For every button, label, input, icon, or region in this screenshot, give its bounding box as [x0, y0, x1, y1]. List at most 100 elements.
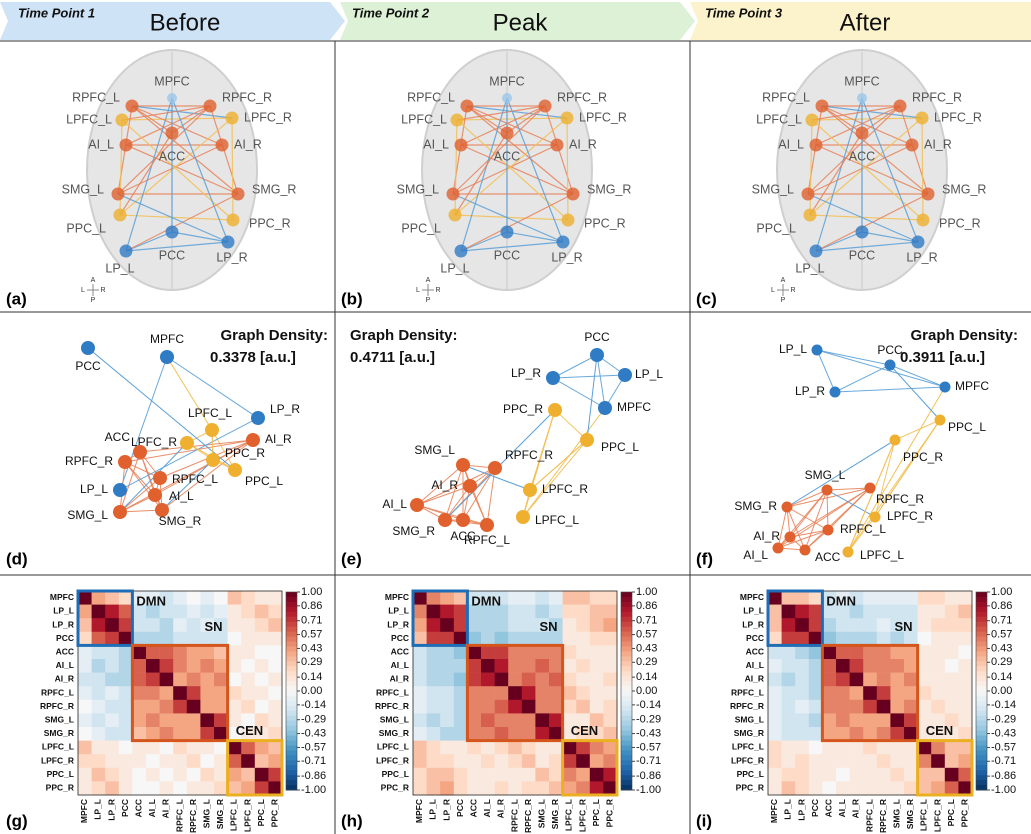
- colorbar-segment: [621, 765, 632, 770]
- heatmap-cell: [795, 659, 809, 673]
- heatmap-cell: [549, 700, 563, 714]
- heatmap-cell: [576, 700, 590, 714]
- heatmap-cell: [427, 605, 441, 619]
- heatmap-cell: [78, 700, 92, 714]
- colorbar-segment: [621, 627, 632, 632]
- region-label: AI_R: [569, 137, 597, 151]
- node-label: ACC: [815, 550, 841, 564]
- heatmap-cell: [877, 754, 891, 768]
- region-label: RPFC_R: [912, 90, 962, 104]
- colorbar-tick-label: -0.43: [301, 727, 326, 739]
- network-panel: MPFCRPFC_LRPFC_RLPFC_LLPFC_RAI_LAI_RACCS…: [6, 327, 328, 569]
- column-label: LP_L: [783, 799, 793, 820]
- network-node: [785, 532, 796, 543]
- heatmap-cell: [187, 659, 201, 673]
- heatmap-cell: [495, 713, 509, 727]
- panel-label: (d): [6, 549, 28, 568]
- colorbar-segment: [976, 716, 987, 721]
- heatmap-cell: [850, 727, 864, 741]
- region-label: PPC_L: [401, 221, 441, 235]
- region-label: SMG_R: [942, 182, 986, 196]
- colorbar-segment: [976, 775, 987, 780]
- colorbar-tick-label: 0.71: [636, 615, 657, 627]
- colorbar-tick-label: 1.00: [301, 586, 322, 598]
- heatmap-cell: [931, 686, 945, 700]
- heatmap-cell: [822, 768, 836, 782]
- heatmap-cell: [187, 673, 201, 687]
- region-label: RPFC_L: [762, 90, 810, 104]
- network-edge: [827, 490, 875, 517]
- heatmap-cell: [146, 781, 160, 795]
- colorbar-segment: [621, 745, 632, 750]
- heatmap-cell: [850, 768, 864, 782]
- node-label: RPFC_R: [65, 454, 113, 468]
- node-label: AI_L: [382, 497, 407, 511]
- heatmap-cell: [549, 741, 563, 755]
- heatmap-cell: [481, 768, 495, 782]
- heatmap-cell: [173, 754, 187, 768]
- heatmap-cell: [440, 673, 454, 687]
- heatmap-cell: [535, 754, 549, 768]
- column-label: PPC_R: [604, 799, 614, 827]
- heatmap-cell: [890, 605, 904, 619]
- colorbar-segment: [286, 736, 297, 741]
- heatmap-cell: [836, 700, 850, 714]
- node-label: PCC: [584, 330, 610, 344]
- heatmap-cell: [187, 632, 201, 646]
- column-label: RPFC_R: [523, 799, 533, 833]
- network-node: [516, 510, 530, 524]
- panel-label: (h): [341, 811, 363, 830]
- region-label: MPFC: [154, 74, 189, 88]
- heatmap-cell: [228, 591, 242, 605]
- colorbar-tick-label: 0.57: [636, 628, 657, 640]
- colorbar-tick-label: 0.57: [991, 628, 1012, 640]
- network-node: [782, 502, 793, 513]
- region-label: LP_L: [795, 261, 824, 275]
- column-label: LPFC_L: [919, 799, 929, 831]
- heatmap-cell: [958, 645, 972, 659]
- panel-label: (b): [341, 289, 363, 308]
- heatmap-cell: [508, 659, 522, 673]
- heatmap-cell: [535, 605, 549, 619]
- heatmap-cell: [92, 700, 106, 714]
- colorbar-tick-label: -0.71: [991, 755, 1016, 767]
- row-label: RPFC_R: [40, 701, 74, 711]
- heatmap-cell: [467, 741, 481, 755]
- heatmap-cell: [467, 727, 481, 741]
- brain-panel: MPFCRPFC_LRPFC_RLPFC_LLPFC_RAI_LAI_RACCS…: [6, 50, 296, 308]
- heatmap-cell: [454, 781, 468, 795]
- colorbar-segment: [976, 765, 987, 770]
- colorbar-tick-label: 0.29: [301, 656, 322, 668]
- heatmap-cell: [413, 781, 427, 795]
- heatmap-cell: [119, 741, 133, 755]
- heatmap-cell: [590, 659, 604, 673]
- network-edge: [835, 365, 890, 392]
- heatmap-cell: [522, 645, 536, 659]
- time-point: Time Point 1: [18, 5, 95, 20]
- heatmap-cell: [836, 713, 850, 727]
- colorbar-segment: [976, 607, 987, 612]
- phase: After: [840, 9, 891, 36]
- heatmap-cell: [958, 659, 972, 673]
- node-label: PPC_R: [503, 402, 543, 416]
- brain-node: [232, 188, 245, 201]
- brain-node: [502, 93, 512, 103]
- heatmap-cell: [809, 659, 823, 673]
- row-label: RPFC_L: [731, 687, 764, 697]
- heatmap-cell: [413, 591, 427, 605]
- heatmap-cell: [863, 645, 877, 659]
- brain-node: [449, 209, 462, 222]
- colorbar-segment: [976, 597, 987, 602]
- heatmap-cell: [904, 700, 918, 714]
- heatmap-cell: [440, 781, 454, 795]
- heatmap-cell: [495, 632, 509, 646]
- panel-label: (g): [6, 811, 28, 830]
- column-label: SMG_R: [905, 799, 915, 829]
- heatmap-cell: [945, 632, 959, 646]
- heatmap-cell: [146, 686, 160, 700]
- heatmap-cell: [214, 659, 228, 673]
- heatmap-cell: [268, 686, 282, 700]
- brain-node: [917, 214, 930, 227]
- heatmap-cell: [809, 686, 823, 700]
- brain-node: [916, 112, 929, 125]
